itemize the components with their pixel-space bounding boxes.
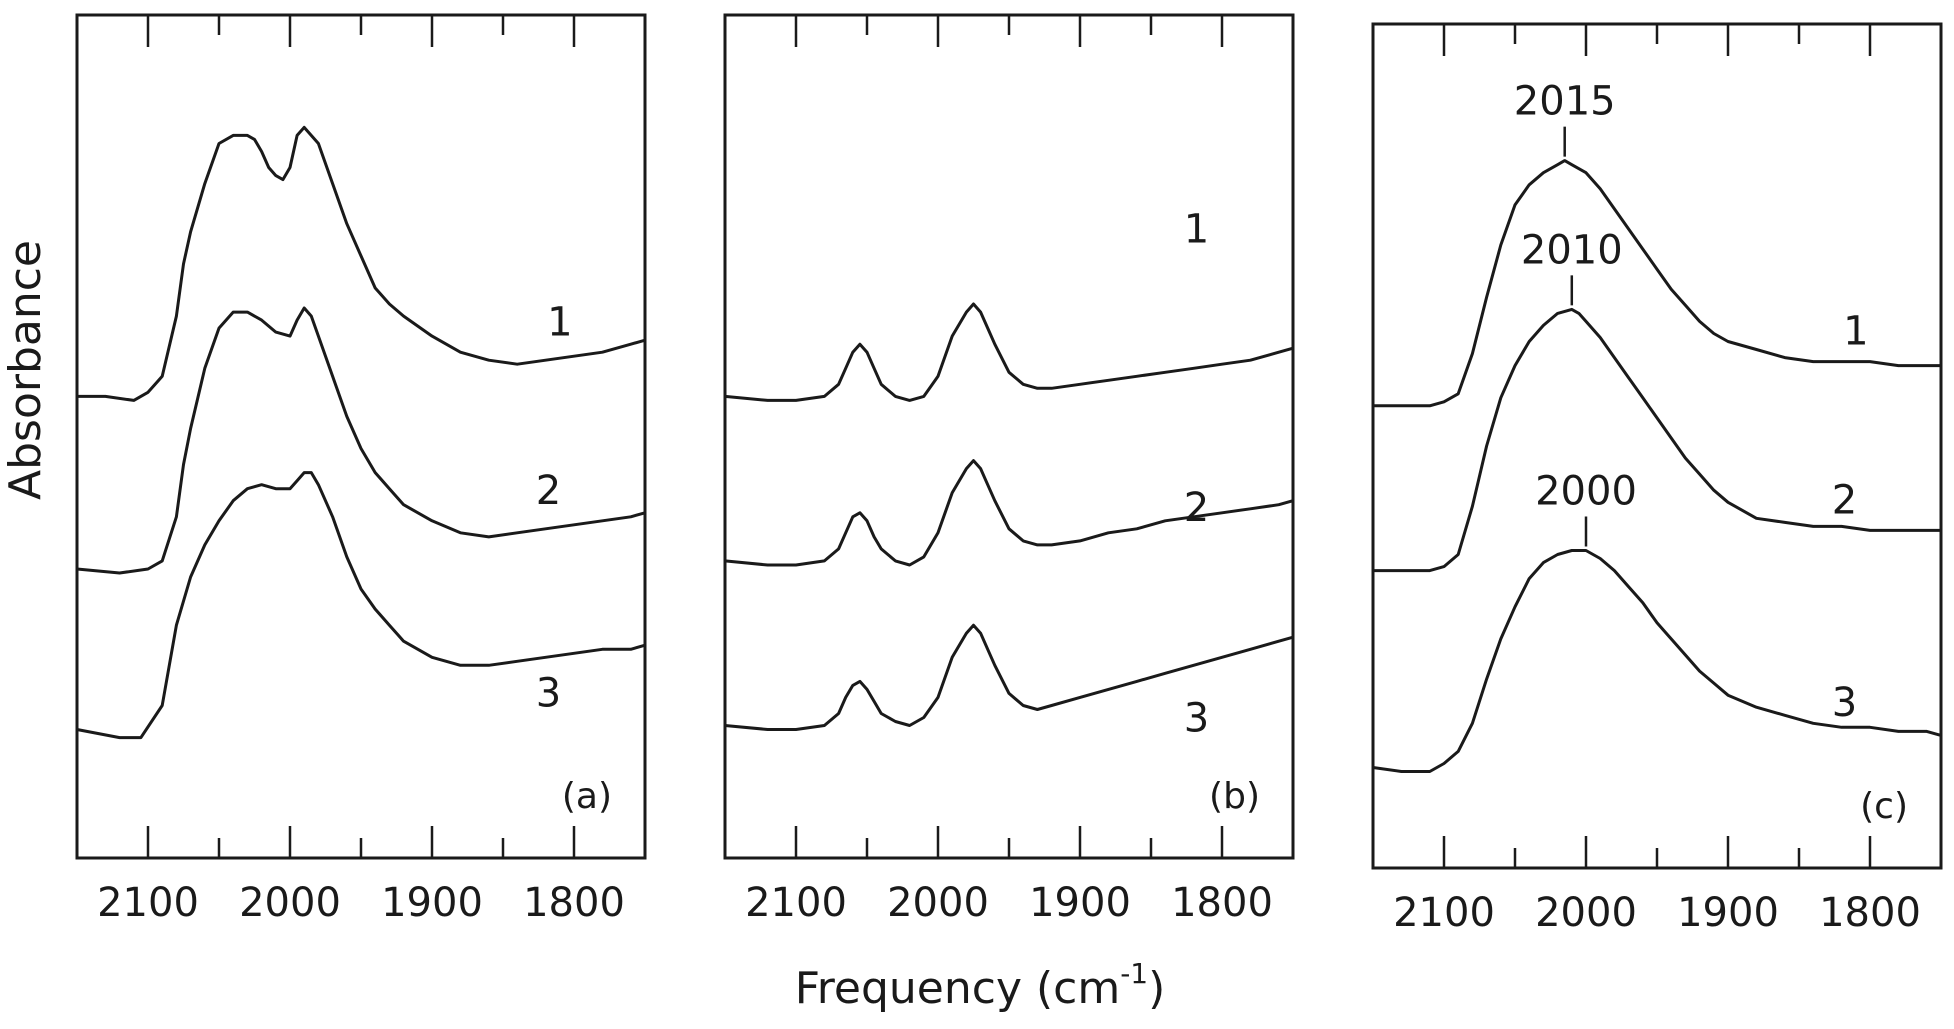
peak-label: 2015	[1514, 79, 1616, 125]
x-tick-label: 1900	[1677, 890, 1779, 936]
panel-label: (a)	[562, 776, 612, 817]
series-label-1: 1	[547, 299, 572, 345]
series-label-1: 1	[1184, 207, 1209, 253]
x-tick-label: 1900	[1029, 880, 1131, 926]
plot-frame	[75, 13, 647, 860]
x-axis-label-superscript: -1	[1120, 957, 1148, 990]
series-label-1: 1	[1843, 309, 1868, 355]
x-tick-label: 2000	[887, 880, 989, 926]
series-label-3: 3	[1184, 696, 1209, 742]
series-line-3	[723, 623, 1295, 731]
peak-label: 2010	[1521, 227, 1623, 273]
series-line-1	[723, 302, 1295, 402]
series-line-2	[75, 306, 647, 575]
x-axis-label-main: Frequency (cm	[795, 963, 1121, 1014]
panel-label: (c)	[1860, 786, 1908, 827]
x-tick-label: 1900	[381, 880, 483, 926]
x-tick-label: 1800	[523, 880, 625, 926]
series-label-3: 3	[536, 670, 561, 716]
x-tick-label: 2100	[97, 880, 199, 926]
series-line-2	[1371, 307, 1943, 573]
series-label-3: 3	[1832, 680, 1857, 726]
plot-frame	[1371, 22, 1943, 870]
x-tick-label: 2100	[745, 880, 847, 926]
peak-label: 2000	[1535, 468, 1637, 514]
series-line-2	[723, 459, 1295, 567]
series-line-1	[1371, 159, 1943, 408]
series-label-2: 2	[1184, 485, 1209, 531]
x-tick-label: 2000	[239, 880, 341, 926]
x-axis-label: Frequency (cm-1)	[795, 957, 1166, 1014]
x-tick-label: 1800	[1171, 880, 1273, 926]
x-tick-label: 2100	[1393, 890, 1495, 936]
chart-panel: 2100 2000 1900 1800 1 2 3 (c) 2015 2010 2000	[1371, 22, 1943, 936]
y-axis-label: Absorbance	[0, 240, 51, 500]
series-line-3	[75, 471, 647, 740]
series-label-2: 2	[536, 468, 561, 514]
series-line-3	[1371, 549, 1943, 773]
chart-panel: 2100 2000 1900 1800 1 2 3 (a)	[75, 13, 647, 926]
chart-panel: 2100 2000 1900 1800 1 2 3(b)	[723, 13, 1295, 926]
x-tick-label: 1800	[1819, 890, 1921, 936]
x-tick-label: 2000	[1535, 890, 1637, 936]
panel-label: (b)	[1209, 776, 1260, 817]
x-axis-label-end: )	[1148, 963, 1165, 1014]
series-line-1	[75, 125, 647, 402]
series-label-2: 2	[1832, 478, 1857, 524]
